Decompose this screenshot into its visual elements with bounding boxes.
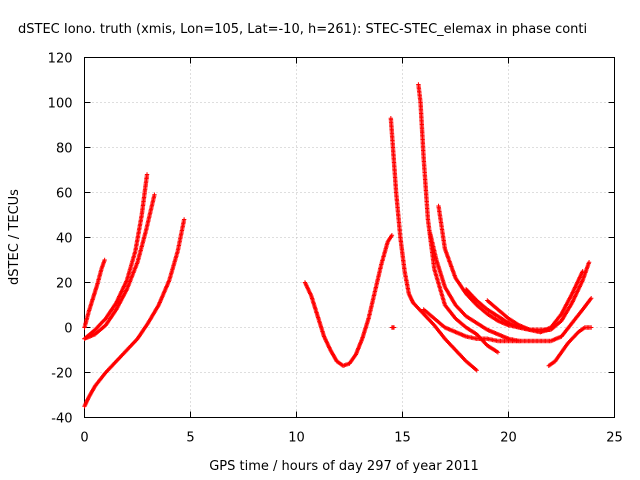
chart-title: dSTEC Iono. truth (xmis, Lon=105, Lat=-1…	[18, 22, 587, 37]
data-series-9	[416, 82, 501, 355]
x-tick-label: 20	[500, 431, 517, 446]
data-point	[586, 260, 592, 265]
x-tick-label: 0	[80, 431, 88, 446]
data-point	[588, 325, 594, 330]
y-tick-label: -20	[51, 367, 72, 382]
y-tick-label: 80	[56, 142, 73, 157]
data-series-5	[302, 233, 395, 368]
data-point	[580, 269, 585, 274]
data-point	[588, 296, 594, 301]
x-tick-label: 5	[186, 431, 194, 446]
data-series-15	[546, 325, 594, 368]
grid-lines	[84, 57, 615, 418]
data-point	[546, 327, 551, 332]
data-point	[152, 192, 157, 197]
data-series-12	[436, 203, 592, 332]
data-series-4	[82, 217, 187, 409]
x-axis-label: GPS time / hours of day 297 of year 2011	[209, 459, 479, 474]
data-point	[495, 350, 501, 355]
data-point	[389, 233, 395, 238]
data-point	[516, 338, 522, 344]
data-series-14	[485, 298, 551, 335]
data-series-1	[82, 257, 107, 330]
data-point	[102, 257, 107, 263]
y-tick-label: 60	[56, 187, 73, 202]
data-series-8	[410, 300, 479, 373]
y-tick-label: 0	[64, 322, 72, 337]
x-tick-label: 10	[288, 431, 305, 446]
data-point	[144, 172, 150, 177]
y-tick-label: -40	[51, 412, 72, 427]
y-axis-label: dSTEC / TECUs	[7, 189, 22, 285]
data-series-7	[388, 116, 416, 305]
data-series-6	[389, 325, 397, 330]
y-tick-label: 120	[48, 52, 73, 67]
axis-ticks: 0 5 10 15 20 25 -40 -20 0 20 40 60 80 100 120	[48, 52, 623, 446]
data-point	[474, 368, 479, 373]
y-tick-label: 20	[56, 277, 73, 292]
x-tick-label: 15	[394, 431, 411, 446]
x-tick-label: 25	[606, 431, 623, 446]
y-tick-label: 100	[48, 97, 73, 112]
data-series-11	[427, 230, 522, 344]
data-series-13	[463, 269, 585, 335]
data-point	[181, 217, 187, 222]
data-points	[82, 82, 594, 409]
data-point	[391, 325, 397, 330]
data-series-3	[82, 192, 157, 341]
y-tick-label: 40	[56, 232, 73, 247]
